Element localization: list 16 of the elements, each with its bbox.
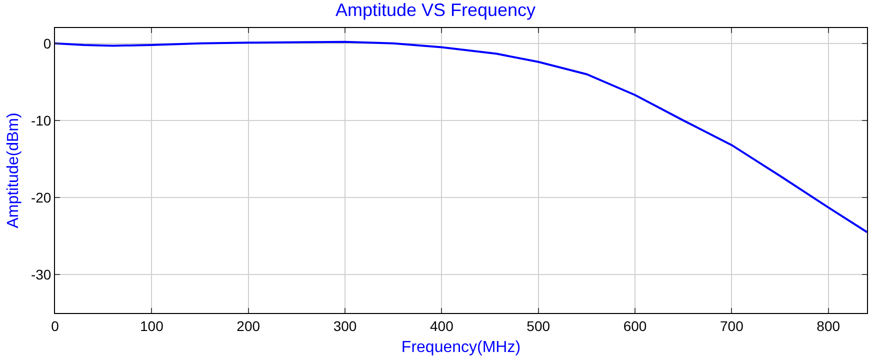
line-series bbox=[55, 40, 867, 234]
y-tick-label: -10 bbox=[30, 112, 52, 128]
chart-title: Amptitude VS Frequency bbox=[335, 0, 536, 20]
y-axis-title: Amptitude(dBm) bbox=[4, 112, 22, 228]
x-tick-label: 400 bbox=[430, 318, 454, 334]
x-tick-label: 300 bbox=[333, 318, 357, 334]
y-tick-label: -20 bbox=[30, 189, 52, 206]
x-tick-label: 800 bbox=[816, 318, 840, 334]
x-axis-title: Frequency(MHz) bbox=[401, 339, 521, 356]
x-tick-label: 100 bbox=[140, 318, 164, 334]
x-tick-label: 600 bbox=[623, 318, 647, 334]
y-tick-label: 0 bbox=[43, 35, 52, 52]
x-tick-label: 200 bbox=[236, 318, 260, 334]
x-tick-label: 500 bbox=[526, 318, 550, 334]
y-tick-label: -30 bbox=[30, 266, 52, 282]
x-tick-label: 700 bbox=[720, 318, 744, 334]
